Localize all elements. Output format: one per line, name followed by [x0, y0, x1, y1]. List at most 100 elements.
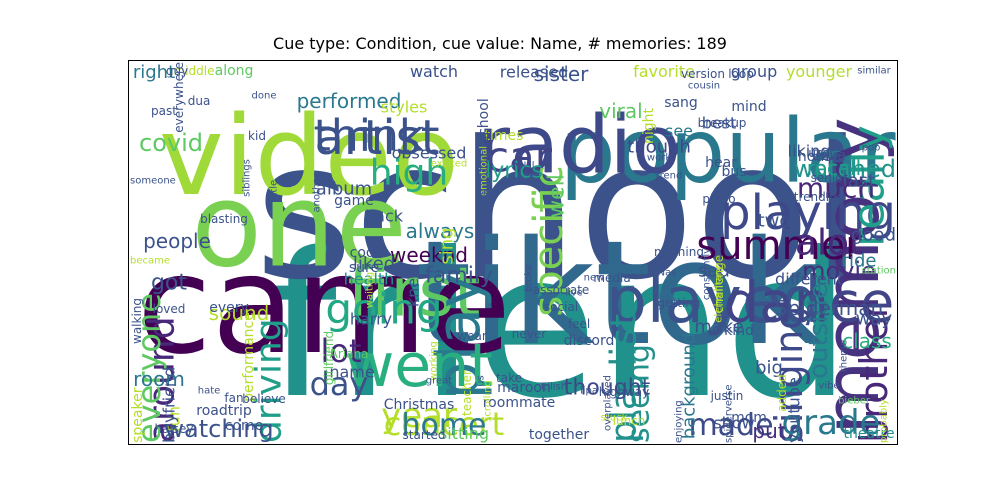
word-cloud-word: added [775, 374, 789, 412]
word-cloud-word: brother [852, 302, 896, 443]
word-cloud-word: hate [198, 386, 221, 397]
word-cloud-word: everywhere [172, 62, 186, 133]
word-cloud-word: feel [568, 317, 590, 331]
word-cloud-word: loop [728, 67, 754, 81]
word-cloud-word: overplayed [603, 375, 614, 431]
word-cloud-word: loved [153, 302, 186, 316]
word-cloud-word: one [191, 159, 407, 294]
word-cloud-word: favorite [633, 62, 695, 81]
word-cloud-word: roadtrip [196, 403, 252, 419]
word-cloud-word: highway [599, 385, 649, 399]
word-cloud-word: together [529, 427, 590, 443]
word-cloud-word: got [151, 271, 187, 296]
word-cloud-word: last [843, 171, 875, 192]
word-cloud-word: teacher [460, 370, 474, 416]
word-cloud-word: justin [710, 389, 744, 403]
word-cloud-word: hear [705, 155, 737, 171]
word-cloud-word: obsessed [392, 144, 467, 163]
word-cloud-word: album [316, 179, 372, 200]
word-cloud-word: elementary [714, 265, 725, 322]
word-cloud-word: cousin [688, 81, 720, 92]
word-cloud-word: knew [404, 265, 423, 307]
word-cloud-word: school [254, 101, 863, 322]
word-cloud-word: big [755, 358, 783, 379]
word-cloud-word: play [424, 272, 494, 399]
word-cloud-word: believe [242, 392, 286, 406]
word-cloud-word: youtube [785, 377, 804, 443]
word-cloud-word: around [142, 316, 183, 443]
word-cloud-word: outside [804, 283, 834, 379]
word-cloud-word: little [269, 180, 280, 202]
word-cloud-word: came [137, 227, 511, 385]
word-cloud-word: going [325, 285, 442, 334]
word-cloud-word: work [647, 153, 671, 164]
word-cloud-word: guy [166, 64, 188, 78]
word-cloud-word: x [631, 271, 637, 282]
word-cloud-word: back [365, 207, 404, 226]
word-cloud-word: covid [139, 129, 203, 157]
word-cloud-word: made [688, 408, 773, 443]
word-cloud-word: put [752, 419, 785, 443]
word-cloud-word: specific [526, 165, 572, 316]
word-cloud-word: roommate [483, 395, 556, 411]
word-cloud-word: make [694, 317, 743, 338]
word-cloud-word: middle [174, 64, 215, 78]
word-cloud-word: seeing [622, 344, 657, 443]
word-cloud-word: Billie [812, 148, 846, 164]
word-cloud-word: senior [811, 171, 848, 185]
word-cloud-word: Nas [658, 268, 677, 279]
word-cloud-word: released [500, 63, 569, 82]
word-cloud-word: sure [349, 260, 379, 276]
word-cloud-word: discord [564, 333, 615, 349]
word-cloud-word: thought [564, 376, 651, 401]
word-cloud-word: speaker [130, 387, 146, 443]
word-cloud-word: year [381, 396, 457, 436]
chart-title: Cue type: Condition, cue value: Name, # … [273, 34, 727, 53]
word-cloud-word: started [403, 428, 446, 442]
word-cloud-word: best [702, 114, 737, 133]
word-cloud-word: along [215, 63, 254, 79]
word-cloud-word: grade [782, 403, 881, 443]
word-cloud-word: radio [477, 99, 681, 192]
word-cloud-word: watch [410, 62, 458, 81]
word-cloud-word: family [425, 264, 493, 289]
word-cloud-word: enjoying [674, 400, 685, 443]
word-cloud-word: always [406, 219, 475, 243]
word-cloud-word: fan [224, 391, 243, 405]
word-cloud-word: getting [658, 296, 701, 310]
word-cloud-word: Christmas [384, 397, 455, 413]
word-cloud-word: walking [130, 298, 144, 344]
word-cloud-word: recall [807, 156, 861, 180]
word-cloud-word: trend [656, 171, 683, 182]
word-cloud-word: sister [534, 62, 590, 86]
word-cloud-word: siblings [242, 159, 253, 197]
word-cloud-word: piano [702, 192, 735, 206]
word-cloud-word: halsey [154, 422, 193, 436]
word-cloud-word: lipa [580, 386, 598, 397]
word-cloud-word: bus [721, 164, 746, 180]
word-cloud-word: girlfriend [322, 331, 336, 385]
word-cloud-word: associate [533, 283, 590, 297]
word-cloud-word: weeknd [390, 243, 468, 267]
word-cloud-word: Ariana [330, 347, 369, 361]
word-cloud-word: car [486, 133, 553, 182]
word-cloud-word: theatre [843, 426, 894, 442]
word-cloud-word: way [856, 309, 893, 330]
word-cloud-word: social [544, 300, 578, 314]
word-cloud-word: station [862, 266, 896, 277]
word-cloud-word: come [225, 418, 264, 434]
word-cloud-word: great [426, 376, 453, 387]
word-cloud-word: working [429, 341, 440, 381]
word-cloud-word: see [665, 122, 693, 141]
word-cloud-word: sad [698, 261, 730, 282]
word-cloud-word: watched [794, 155, 896, 183]
word-cloud-word: sitting [439, 424, 489, 443]
word-cloud-word: high [370, 153, 449, 194]
word-cloud-word: use [808, 146, 829, 160]
word-cloud-word: played [606, 264, 822, 338]
word-cloud-word: stuck [601, 413, 628, 424]
word-cloud-word: challenge [712, 255, 726, 313]
word-cloud-word: concert [384, 405, 504, 443]
word-cloud-word: though [627, 137, 691, 158]
word-cloud-word: think [314, 111, 425, 162]
